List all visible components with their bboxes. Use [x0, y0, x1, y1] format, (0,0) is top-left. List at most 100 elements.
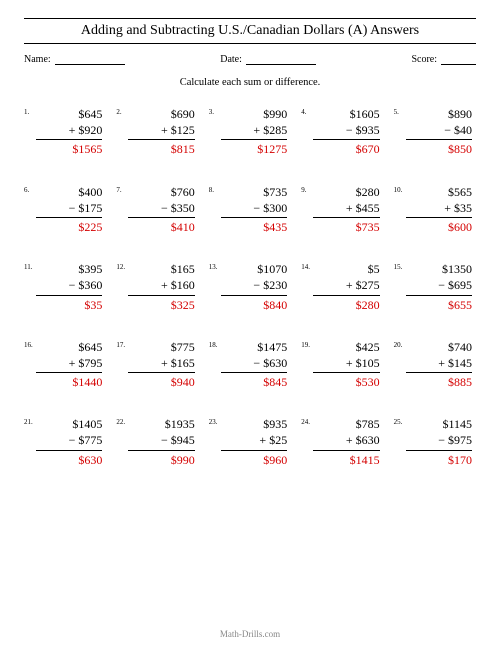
problem-body: $690+ $125$815 [128, 106, 198, 158]
rule-line [313, 139, 379, 140]
operator: − [253, 278, 260, 292]
operand-b: $105 [356, 356, 380, 370]
operator: + [253, 123, 260, 137]
problem-body: $775+ $165$940 [128, 339, 198, 391]
problem-body: $645+ $920$1565 [36, 106, 106, 158]
answer: $600 [406, 219, 472, 235]
problem-number: 13. [209, 261, 221, 271]
problem-number: 25. [394, 416, 406, 426]
operand-a: $565 [406, 184, 472, 200]
problem: 25.$1145− $975$170 [394, 416, 476, 468]
header-row: Name: Date: Score: [24, 54, 476, 65]
operand-b: $275 [356, 278, 380, 292]
operator: − [253, 356, 260, 370]
operand-a: $735 [221, 184, 287, 200]
operand-b: $300 [263, 201, 287, 215]
rule-line [313, 217, 379, 218]
rule-line [36, 217, 102, 218]
operand-b: $945 [171, 433, 195, 447]
name-blank [55, 64, 125, 65]
problem-body: $735− $300$435 [221, 184, 291, 236]
score-blank [441, 64, 476, 65]
problem-number: 19. [301, 339, 313, 349]
operand-b: $360 [78, 278, 102, 292]
operand-row: − $360 [36, 277, 102, 293]
operand-a: $1935 [128, 416, 194, 432]
operand-a: $1405 [36, 416, 102, 432]
answer: $280 [313, 297, 379, 313]
operand-a: $400 [36, 184, 102, 200]
operand-b: $935 [356, 123, 380, 137]
name-label: Name: [24, 54, 51, 65]
operand-row: + $125 [128, 122, 194, 138]
problem-number: 22. [116, 416, 128, 426]
operand-b: $35 [454, 201, 472, 215]
rule-line [221, 450, 287, 451]
problem: 11.$395− $360$35 [24, 261, 106, 313]
problem: 9.$280+ $455$735 [301, 184, 383, 236]
problem-number: 14. [301, 261, 313, 271]
problem-body: $1350− $695$655 [406, 261, 476, 313]
rule-line [128, 372, 194, 373]
operator: − [69, 433, 76, 447]
operator: − [69, 278, 76, 292]
operand-a: $990 [221, 106, 287, 122]
operand-a: $1145 [406, 416, 472, 432]
problem-body: $1405− $775 $630 [36, 416, 106, 468]
problem: 8.$735− $300$435 [209, 184, 291, 236]
problem: 12.$165+ $160$325 [116, 261, 198, 313]
operator: + [69, 356, 76, 370]
operand-b: $775 [78, 433, 102, 447]
score-label: Score: [411, 54, 437, 65]
operand-b: $350 [171, 201, 195, 215]
problem: 13.$1070− $230 $840 [209, 261, 291, 313]
problem-number: 20. [394, 339, 406, 349]
operator: + [346, 433, 353, 447]
answer: $655 [406, 297, 472, 313]
problem-body: $5+ $275 $280 [313, 261, 383, 313]
operand-row: − $975 [406, 432, 472, 448]
problem: 15.$1350− $695$655 [394, 261, 476, 313]
problem: 18.$1475− $630$845 [209, 339, 291, 391]
operand-a: $5 [313, 261, 379, 277]
rule-line [128, 217, 194, 218]
operand-a: $935 [221, 416, 287, 432]
answer: $530 [313, 374, 379, 390]
problem-body: $400− $175$225 [36, 184, 106, 236]
operand-b: $145 [448, 356, 472, 370]
problem-number: 2. [116, 106, 128, 116]
problem-number: 21. [24, 416, 36, 426]
name-field: Name: [24, 54, 125, 65]
operand-row: + $165 [128, 355, 194, 371]
answer: $850 [406, 141, 472, 157]
answer: $840 [221, 297, 287, 313]
operand-a: $1070 [221, 261, 287, 277]
operand-row: + $160 [128, 277, 194, 293]
operator: + [69, 123, 76, 137]
answer: $630 [36, 452, 102, 468]
problem: 14.$5+ $275 $280 [301, 261, 383, 313]
operand-a: $395 [36, 261, 102, 277]
answer: $1415 [313, 452, 379, 468]
operand-a: $890 [406, 106, 472, 122]
problem-body: $1935− $945$990 [128, 416, 198, 468]
rule-line [313, 372, 379, 373]
rule-line [406, 295, 472, 296]
operand-row: − $775 [36, 432, 102, 448]
operator: − [161, 201, 168, 215]
problem: 10.$565+ $35$600 [394, 184, 476, 236]
operand-row: − $350 [128, 200, 194, 216]
operand-a: $165 [128, 261, 194, 277]
operand-row: − $230 [221, 277, 287, 293]
problem-number: 17. [116, 339, 128, 349]
operand-row: + $275 [313, 277, 379, 293]
problem: 20.$740+ $145$885 [394, 339, 476, 391]
answer: $735 [313, 219, 379, 235]
rule-line [313, 450, 379, 451]
answer: $1440 [36, 374, 102, 390]
operand-row: + $795 [36, 355, 102, 371]
problem-number: 15. [394, 261, 406, 271]
problem: 19.$425+ $105$530 [301, 339, 383, 391]
operand-a: $740 [406, 339, 472, 355]
problem-number: 6. [24, 184, 36, 194]
